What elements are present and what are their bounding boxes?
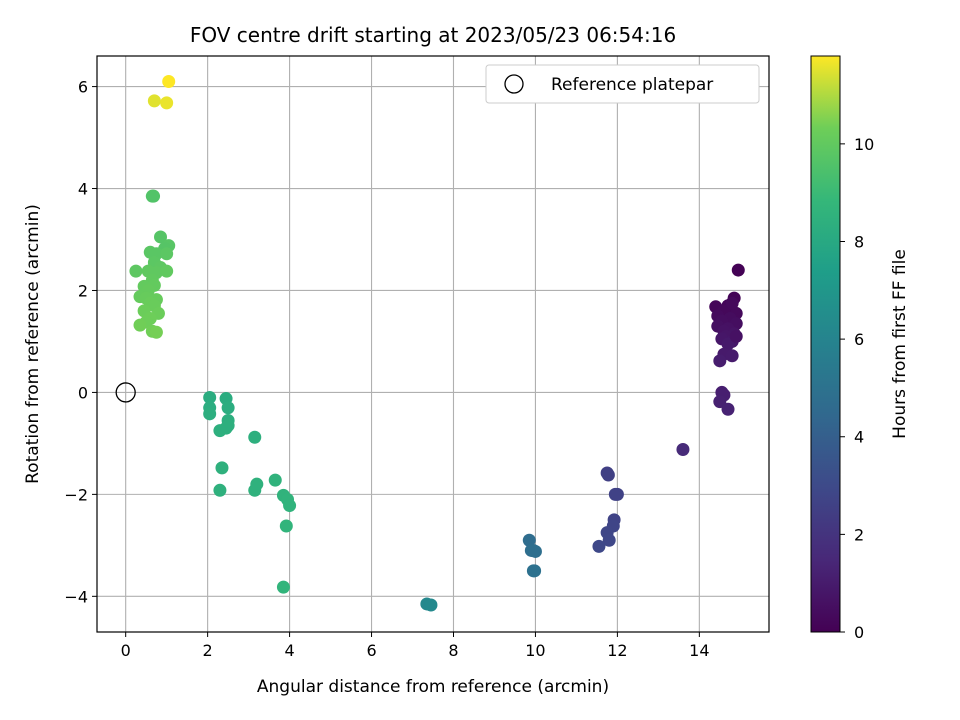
- data-point: [713, 354, 727, 368]
- legend-label: Reference platepar: [551, 75, 713, 95]
- colorbar-label: Hours from first FF file: [890, 249, 910, 439]
- data-point: [129, 264, 143, 278]
- data-point: [162, 74, 176, 88]
- data-point: [731, 263, 745, 277]
- x-axis-label: Angular distance from reference (arcmin): [257, 677, 609, 697]
- colorbar-tick-label: 0: [854, 623, 864, 642]
- y-axis-ticks: −4 −2 0 2 4 6: [64, 78, 97, 606]
- data-point: [602, 533, 616, 547]
- data-point: [248, 430, 262, 444]
- colorbar: 0 2 4 6 8 10 Hours from first FF file: [810, 55, 910, 642]
- colorbar-tick-label: 6: [854, 330, 864, 349]
- data-point: [601, 468, 615, 482]
- data-point: [133, 318, 147, 332]
- x-tick-label: 2: [203, 641, 213, 660]
- data-point: [147, 94, 161, 108]
- x-axis-ticks: 0 2 4 6 8 10 12 14: [121, 632, 710, 660]
- data-point: [160, 96, 174, 110]
- chart-title: FOV centre drift starting at 2023/05/23 …: [190, 23, 676, 47]
- x-tick-label: 14: [689, 641, 709, 660]
- data-point: [721, 402, 735, 416]
- data-point: [213, 424, 227, 438]
- data-point: [528, 564, 542, 578]
- y-tick-label: 6: [78, 78, 88, 97]
- data-point: [725, 349, 739, 363]
- data-point: [268, 473, 282, 487]
- x-tick-label: 8: [448, 641, 458, 660]
- data-point: [203, 391, 217, 405]
- x-tick-label: 4: [284, 641, 294, 660]
- data-point: [676, 443, 690, 457]
- data-point: [608, 487, 622, 501]
- data-point: [522, 533, 536, 547]
- colorbar-tick-label: 4: [854, 428, 864, 447]
- y-tick-label: −4: [64, 587, 88, 606]
- y-axis-label: Rotation from reference (arcmin): [23, 204, 43, 484]
- data-point: [221, 401, 235, 415]
- data-point: [592, 539, 606, 553]
- plot-frame: [96, 55, 770, 633]
- grid-lines: [97, 56, 769, 632]
- data-point: [213, 483, 227, 497]
- x-tick-label: 12: [607, 641, 627, 660]
- data-point: [713, 395, 727, 409]
- colorbar-ticks: 0 2 4 6 8 10: [840, 135, 874, 642]
- legend: Reference platepar: [485, 64, 760, 104]
- data-point: [149, 325, 163, 339]
- data-point: [729, 329, 743, 343]
- x-tick-label: 10: [525, 641, 545, 660]
- data-point: [526, 543, 540, 557]
- data-point: [160, 247, 174, 261]
- data-point: [160, 264, 174, 278]
- colorbar-gradient: [810, 55, 841, 633]
- colorbar-tick-label: 8: [854, 232, 864, 251]
- data-point: [424, 598, 438, 612]
- y-tick-label: 4: [78, 180, 88, 199]
- legend-marker-icon: [504, 74, 524, 94]
- data-point: [725, 296, 739, 310]
- data-point: [279, 519, 293, 533]
- data-point: [154, 230, 168, 244]
- data-point: [721, 337, 735, 351]
- data-point: [203, 407, 217, 421]
- x-tick-label: 0: [121, 641, 131, 660]
- y-tick-label: 2: [78, 281, 88, 300]
- data-point: [147, 189, 161, 203]
- colorbar-tick-label: 2: [854, 525, 864, 544]
- reference-marker-group: [115, 382, 136, 403]
- colorbar-tick-label: 10: [854, 135, 874, 154]
- data-point: [283, 499, 297, 513]
- x-tick-label: 6: [366, 641, 376, 660]
- reference-point-marker: [115, 382, 136, 403]
- data-point: [248, 483, 262, 497]
- data-point: [276, 580, 290, 594]
- y-tick-label: −2: [64, 485, 88, 504]
- y-tick-label: 0: [78, 383, 88, 402]
- data-points: [129, 74, 745, 612]
- data-point: [215, 461, 229, 475]
- legend-box: [485, 64, 760, 104]
